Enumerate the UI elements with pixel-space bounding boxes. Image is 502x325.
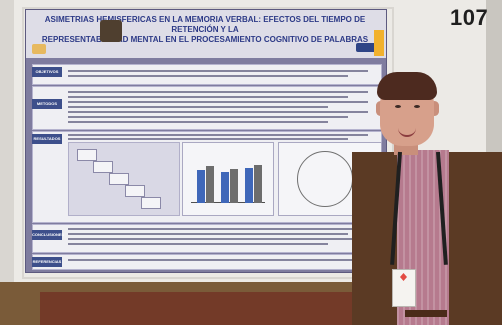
- right-ear: [430, 101, 439, 116]
- results-bar-chart: [182, 142, 274, 216]
- results-label: RESULTADOS: [32, 134, 62, 144]
- left-logo: [32, 44, 46, 54]
- belt: [405, 310, 447, 317]
- methods-text-line: [68, 111, 368, 113]
- smile: [398, 127, 416, 137]
- diagram-step: [109, 173, 129, 185]
- methods-text-line: [68, 96, 348, 98]
- conclusions-text-line: [68, 233, 348, 235]
- methods-text-line: [68, 116, 348, 118]
- conclusions-text-line: [68, 238, 368, 240]
- references-section: [32, 254, 382, 270]
- references-label: REFERENCIAS: [32, 257, 62, 267]
- methods-text-line: [68, 101, 368, 103]
- poster-header: [26, 10, 386, 58]
- poster-title: ASIMETRIAS HEMISFERICAS EN LA MEMORIA VE…: [40, 15, 370, 45]
- methods-text-line: [68, 106, 328, 108]
- chart-bar: [230, 169, 238, 203]
- results-text-line: [68, 138, 348, 140]
- chart-bar: [197, 170, 205, 203]
- objectives-text-line: [68, 75, 348, 77]
- chart-bar: [206, 166, 214, 203]
- methods-label: METODOS: [32, 99, 62, 109]
- references-text-line: [68, 259, 368, 261]
- results-text-line: [68, 134, 368, 136]
- chart-bar: [254, 165, 262, 203]
- methods-text-line: [68, 91, 368, 93]
- jacket-right: [440, 152, 502, 325]
- diagram-step: [125, 185, 145, 197]
- poster-number: 107: [450, 5, 489, 30]
- conclusions-text-line: [68, 228, 368, 230]
- presenter-person: [352, 70, 502, 325]
- research-poster: ASIMETRIAS HEMISFERICAS EN LA MEMORIA VE…: [26, 10, 386, 272]
- poster-title-line-2: REPRESENTABILIDAD MENTAL EN EL PROCESAMI…: [41, 35, 369, 44]
- diagram-step: [141, 197, 161, 209]
- poster-title-line-1: ASIMETRIAS HEMISFERICAS EN LA MEMORIA VE…: [44, 15, 366, 34]
- conclusions-text-line: [68, 243, 328, 245]
- badge-logo: [400, 273, 407, 281]
- poster-ribbon: [374, 30, 384, 56]
- diagram-step: [77, 149, 97, 161]
- results-flow-diagram: [68, 142, 180, 216]
- objectives-text-line: [68, 70, 368, 72]
- hair: [377, 72, 437, 100]
- conclusions-label: CONCLUSIONES: [32, 230, 64, 240]
- chart-bar: [245, 168, 253, 203]
- objectives-label: OBJETIVOS: [32, 67, 62, 77]
- lower-shadow: [40, 292, 400, 325]
- right-eye: [414, 105, 420, 108]
- methods-image: [100, 20, 122, 42]
- circle-plot: [297, 151, 353, 207]
- chart-bar: [221, 172, 229, 203]
- left-eye: [395, 105, 401, 108]
- right-logo: [356, 43, 382, 52]
- methods-section: [32, 86, 382, 130]
- diagram-step: [93, 161, 113, 173]
- methods-text-line: [68, 121, 328, 123]
